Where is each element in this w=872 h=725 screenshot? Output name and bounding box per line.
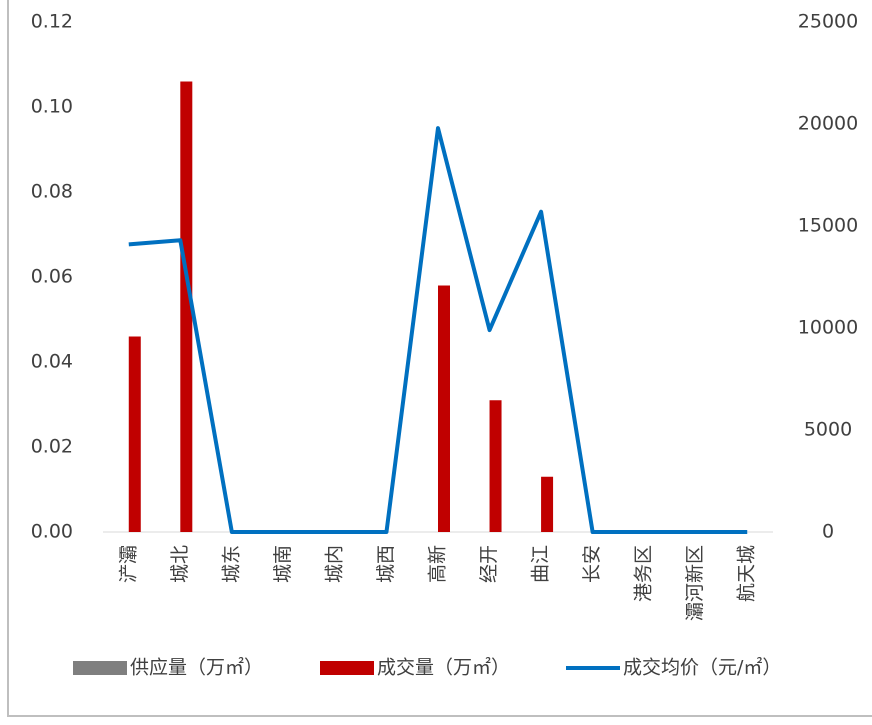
x-tick-label: 城南 [272,545,294,583]
legend-label: 成交均价（元/㎡） [623,656,781,679]
legend-label: 成交量（万㎡） [377,656,510,679]
bar [180,81,193,532]
bar [489,400,502,532]
line [128,126,748,534]
x-tick-label: 城北 [169,545,191,583]
y-tick-label: 0.12 [31,11,73,33]
y-tick-label: 0.08 [31,181,73,203]
x-tick-label: 城东 [220,545,242,583]
x-tick-label: 航天城 [736,545,758,602]
y-tick-label: 0.10 [31,96,73,118]
y-tick-label: 0.02 [31,436,73,458]
x-tick-label: 经开 [478,545,500,583]
x-tick-label: 高新 [427,545,449,583]
x-tick-label: 城西 [375,545,397,583]
x-tick-label: 浐灞 [117,545,139,583]
y-tick-label: 0.04 [31,351,73,373]
x-tick-label: 曲江 [530,545,552,583]
legend-label: 供应量（万㎡） [130,656,263,679]
bar [438,285,450,532]
legend-swatch [73,661,127,675]
frame [7,0,872,717]
bar [541,476,554,532]
y-tick-label: 0.06 [31,266,73,288]
y2-tick-label: 0 [822,521,834,543]
x-tick-label: 灞河新区 [684,545,706,621]
y2-tick-label: 20000 [798,113,858,135]
x-tick-label: 城内 [323,545,345,583]
x-tick-label: 港务区 [633,545,655,602]
y2-tick-label: 10000 [798,317,858,339]
y2-tick-label: 5000 [804,419,852,441]
legend-swatch [320,661,374,675]
y-tick-label: 0.00 [31,521,73,543]
y2-tick-label: 25000 [798,11,858,33]
bar [128,336,141,532]
y2-tick-label: 15000 [798,215,858,237]
x-tick-label: 长安 [581,545,603,583]
